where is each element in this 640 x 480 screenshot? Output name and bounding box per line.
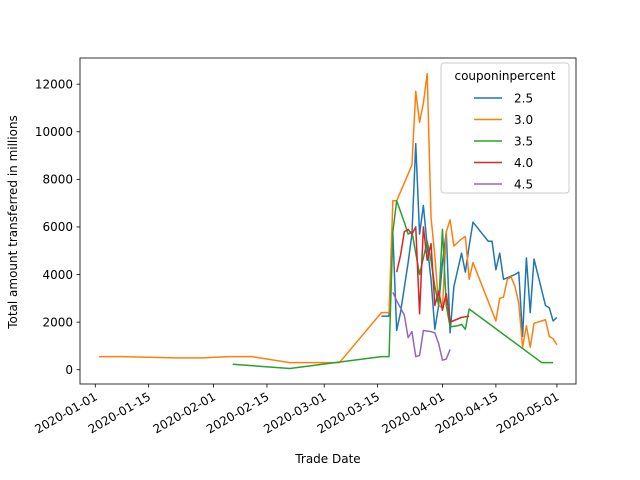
x-axis: 2020-01-012020-01-152020-02-012020-02-15… — [32, 384, 561, 436]
y-axis-title: Total amount transferred in millions — [6, 115, 20, 330]
legend-label-4: 4.5 — [514, 177, 533, 191]
legend-items: 2.5 3.0 3.5 4.0 4.5 — [474, 91, 533, 191]
legend-box — [440, 62, 570, 194]
legend-label-3: 4.0 — [514, 156, 533, 170]
legend-label-1: 3.0 — [514, 113, 533, 127]
legend-title: couponinpercent — [454, 69, 555, 83]
y-tick-label: 10000 — [35, 125, 73, 139]
y-axis: 0 2000 4000 6000 8000 10000 12000 — [35, 77, 80, 377]
legend: couponinpercent 2.5 3.0 3.5 4.0 4.5 — [440, 62, 570, 194]
y-tick-label: 0 — [65, 363, 73, 377]
legend-label-0: 2.5 — [514, 91, 533, 105]
series-layer — [99, 72, 558, 370]
y-tick-label: 2000 — [42, 315, 73, 329]
plot-frame — [79, 57, 577, 385]
x-axis-title: Trade Date — [294, 452, 360, 466]
series-line-3 — [395, 226, 470, 323]
y-tick-label: 4000 — [42, 268, 73, 282]
y-tick-label: 8000 — [42, 173, 73, 187]
x-tick-label: 2020-05-01 — [494, 389, 561, 436]
y-tick-label: 6000 — [42, 220, 73, 234]
legend-label-2: 3.5 — [514, 134, 533, 148]
y-tick-label: 12000 — [35, 77, 73, 91]
series-line-2 — [232, 200, 554, 370]
series-line-4 — [392, 292, 451, 361]
